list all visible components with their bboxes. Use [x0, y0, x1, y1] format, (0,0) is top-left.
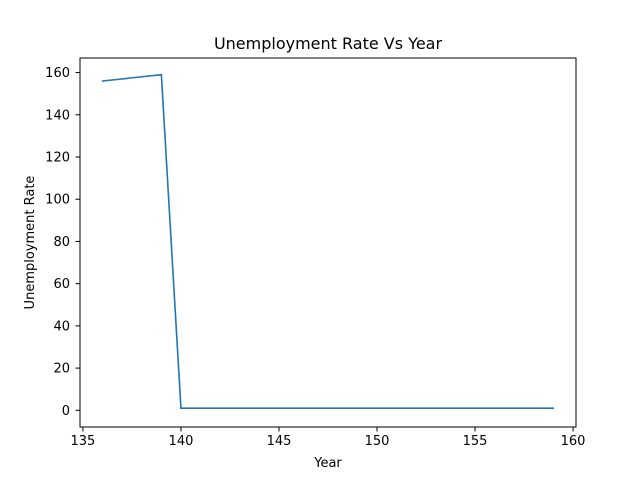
y-axis-ticks: 0 20 40 60 80 100 120 140 160: [45, 66, 80, 419]
y-tick-label: 60: [53, 277, 70, 292]
series-line-0: [102, 73, 554, 410]
data-point: [180, 407, 182, 410]
y-tick-label: 20: [53, 362, 70, 377]
x-tick-label: 135: [71, 434, 96, 449]
y-tick-label: 0: [62, 404, 70, 419]
x-tick-label: 140: [169, 434, 194, 449]
y-tick-label: 140: [45, 108, 70, 123]
x-tick-label: 150: [365, 434, 390, 449]
series-layer: [101, 73, 555, 410]
plot-frame: [79, 57, 577, 428]
y-tick-label: 100: [45, 193, 70, 208]
data-point: [160, 73, 163, 76]
x-tick-label: 145: [267, 434, 292, 449]
data-point: [101, 80, 104, 82]
x-axis-label: Year: [313, 456, 342, 471]
y-tick-label: 80: [53, 235, 70, 250]
x-tick-label: 155: [463, 434, 488, 449]
y-tick-label: 160: [45, 66, 70, 81]
chart-title: Unemployment Rate Vs Year: [214, 34, 443, 53]
x-tick-label: 160: [561, 434, 586, 449]
y-axis-label: Unemployment Rate: [23, 176, 38, 310]
y-tick-label: 120: [45, 151, 70, 166]
x-axis-ticks: 135 140 145 150 155 160: [71, 427, 586, 449]
y-tick-label: 40: [53, 319, 70, 334]
data-point: [552, 407, 555, 410]
